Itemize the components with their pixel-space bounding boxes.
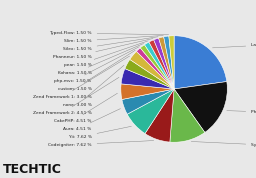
Text: php-mvc: 1.50 %: php-mvc: 1.50 %: [55, 47, 139, 83]
Wedge shape: [121, 84, 174, 100]
Text: custom: 1.50 %: custom: 1.50 %: [58, 50, 135, 91]
Wedge shape: [144, 42, 174, 89]
Wedge shape: [164, 36, 174, 89]
Text: Slim: 1.50 %: Slim: 1.50 %: [64, 35, 163, 43]
Text: Zend Framework 2: 4.51 %: Zend Framework 2: 4.51 %: [33, 77, 119, 115]
Text: Symphony2: 10.62 %: Symphony2: 10.62 %: [191, 142, 256, 148]
Text: Laravel: 21.85 %: Laravel: 21.85 %: [212, 43, 256, 48]
Text: TECHTIC: TECHTIC: [3, 163, 61, 176]
Wedge shape: [125, 59, 174, 89]
Wedge shape: [130, 51, 174, 89]
Text: Zend Framework 1: 3.00 %: Zend Framework 1: 3.00 %: [33, 56, 130, 99]
Text: Aura: 4.51 %: Aura: 4.51 %: [63, 109, 121, 131]
Wedge shape: [169, 36, 174, 89]
Text: Phalcon: 16.73 %: Phalcon: 16.73 %: [227, 110, 256, 114]
Text: pear: 1.50 %: pear: 1.50 %: [64, 41, 148, 67]
Wedge shape: [140, 45, 174, 89]
Wedge shape: [136, 48, 174, 89]
Wedge shape: [127, 89, 174, 134]
Text: Kohana: 1.50 %: Kohana: 1.50 %: [58, 43, 144, 75]
Text: none: 3.00 %: none: 3.00 %: [63, 65, 124, 107]
Wedge shape: [122, 89, 174, 114]
Wedge shape: [174, 36, 227, 89]
Text: Silex: 1.50 %: Silex: 1.50 %: [63, 37, 158, 51]
Wedge shape: [170, 89, 205, 142]
Wedge shape: [159, 37, 174, 89]
Text: Yii: 7.62 %: Yii: 7.62 %: [69, 126, 131, 139]
Text: Codeigniter: 7.62 %: Codeigniter: 7.62 %: [48, 141, 154, 147]
Text: CakePHP: 4.51 %: CakePHP: 4.51 %: [54, 93, 118, 123]
Wedge shape: [154, 38, 174, 89]
Text: Typed-Flow: 1.50 %: Typed-Flow: 1.50 %: [49, 31, 169, 35]
Wedge shape: [145, 89, 174, 142]
Wedge shape: [174, 82, 227, 132]
Wedge shape: [149, 40, 174, 89]
Wedge shape: [121, 69, 174, 89]
Text: Phanneur: 1.50 %: Phanneur: 1.50 %: [53, 38, 153, 59]
